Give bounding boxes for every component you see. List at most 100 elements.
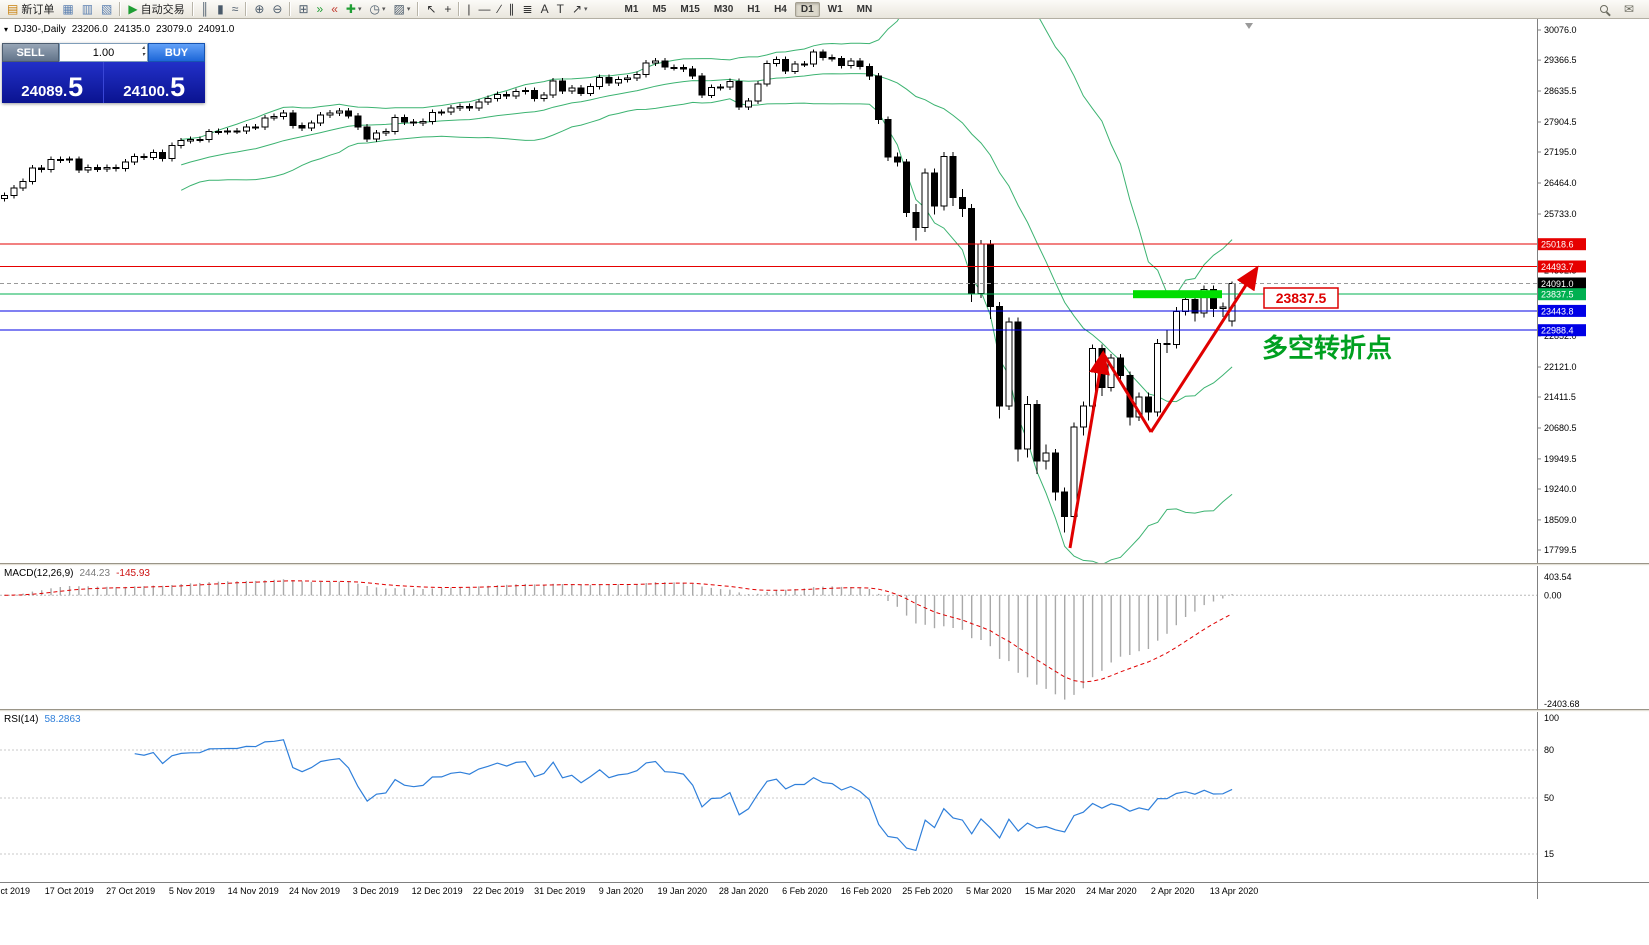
- macd-signal-line: [4, 580, 1233, 683]
- horizontal-price-lines[interactable]: [0, 243, 1537, 331]
- horizontal-line-button[interactable]: ―: [476, 1, 494, 18]
- zoom-out-icon[interactable]: ⊖: [269, 1, 285, 18]
- svg-text:25018.6: 25018.6: [1541, 240, 1574, 250]
- toolbar-separator: [458, 2, 461, 16]
- toolbar-right-group: ✉: [1596, 1, 1638, 18]
- label-icon: T: [556, 2, 564, 16]
- collapse-trade-panel-icon[interactable]: ▾: [4, 25, 9, 34]
- indicators-button[interactable]: ✚ ▾: [343, 1, 365, 18]
- market-watch-icon[interactable]: ▧: [98, 1, 115, 18]
- toolbar-separator: [417, 2, 420, 16]
- notifications-icon: ✉: [1623, 2, 1634, 16]
- timeframe-m30-button[interactable]: M30: [713, 3, 734, 15]
- ohlc-high: 24135.0: [113, 24, 151, 35]
- volume-down-icon[interactable]: ▾: [141, 51, 145, 58]
- label-button[interactable]: T: [554, 1, 567, 18]
- timeframe-m15-button[interactable]: M15: [680, 3, 700, 15]
- volume-up-icon[interactable]: ▴: [141, 45, 145, 51]
- dropdown-caret-icon[interactable]: ▾: [584, 6, 588, 13]
- zoom-in-icon[interactable]: ⊕: [251, 1, 267, 18]
- buy-price-base: 24100.: [123, 83, 170, 100]
- trendline-button[interactable]: ∕: [496, 1, 504, 18]
- sell-price[interactable]: 24089. 5: [2, 62, 104, 103]
- channel-button[interactable]: ∥: [506, 1, 518, 18]
- price-scale[interactable]: 30076.0 29366.5 28635.5 27904.5 27195.0 26464…: [1537, 19, 1649, 563]
- fibonacci-button[interactable]: ≣: [520, 1, 536, 18]
- rsi-panel[interactable]: 100 80 50 15: [0, 712, 1649, 882]
- timeframe-w1-button[interactable]: W1: [827, 3, 843, 15]
- svg-text:23837.5: 23837.5: [1541, 290, 1574, 300]
- arrows-button[interactable]: ↗ ▾: [569, 1, 591, 18]
- svg-text:23837.5: 23837.5: [1276, 290, 1327, 306]
- search-icon[interactable]: [1597, 1, 1611, 18]
- horizontal-line-icon: ―: [478, 2, 491, 16]
- timeframe-h1-button[interactable]: H1: [747, 3, 761, 15]
- svg-text:22121.0: 22121.0: [1544, 362, 1577, 372]
- ohlc-low: 23079.0: [156, 24, 193, 35]
- panel-separator[interactable]: [0, 709, 1649, 712]
- notifications-icon[interactable]: ✉: [1621, 1, 1637, 18]
- svg-text:20680.5: 20680.5: [1544, 423, 1577, 433]
- profiles-icon[interactable]: ▥: [79, 1, 96, 18]
- chart-annotations[interactable]: 23837.5 多空转折点: [1068, 23, 1392, 549]
- crosshair-icon: +: [444, 2, 452, 16]
- svg-text:25733.0: 25733.0: [1544, 209, 1577, 219]
- ohlc-close: 24091.0: [198, 24, 235, 35]
- autotrading-button[interactable]: ▶ 自动交易: [125, 1, 187, 18]
- buy-price[interactable]: 24100. 5: [104, 62, 206, 103]
- timeframe-m5-button[interactable]: M5: [652, 3, 667, 15]
- svg-text:27904.5: 27904.5: [1544, 117, 1577, 127]
- sell-button[interactable]: SELL: [2, 43, 59, 62]
- timeframe-group: M1 M5 M15 M30 H1 H4 D1 W1 MN: [618, 1, 880, 17]
- date-label: 8 Oct 2019: [0, 886, 31, 896]
- date-label: 6 Feb 2020: [782, 886, 828, 896]
- text-button[interactable]: A: [538, 1, 552, 18]
- main-chart[interactable]: 23837.5 多空转折点 30076.0 29366.5 28635.5 27904.5…: [0, 19, 1649, 563]
- sell-price-base: 24089.: [21, 83, 68, 100]
- date-label: 3 Dec 2019: [352, 886, 399, 896]
- date-label: 16 Feb 2020: [840, 886, 892, 896]
- dropdown-caret-icon[interactable]: ▾: [406, 6, 411, 13]
- svg-text:-2403.68: -2403.68: [1544, 699, 1580, 709]
- auto-scroll-icon[interactable]: »: [314, 1, 327, 18]
- timeframe-d1-button[interactable]: D1: [794, 1, 820, 17]
- date-label: 25 Feb 2020: [902, 886, 953, 896]
- vertical-line-icon: |: [467, 2, 471, 16]
- toolbar-separator: [289, 2, 292, 16]
- crosshair-button[interactable]: +: [441, 1, 454, 18]
- tile-windows-icon[interactable]: ⊞: [295, 1, 311, 18]
- line-chart-icon[interactable]: ≈: [229, 1, 242, 18]
- svg-text:29366.5: 29366.5: [1544, 55, 1577, 65]
- date-label: 28 Jan 2020: [718, 886, 769, 896]
- profiles-icon: ▥: [81, 2, 94, 16]
- dropdown-caret-icon[interactable]: ▾: [381, 6, 386, 13]
- time-axis[interactable]: 8 Oct 2019 17 Oct 2019 27 Oct 2019 5 Nov 20…: [0, 882, 1649, 899]
- dropdown-caret-icon[interactable]: ▾: [357, 6, 362, 13]
- svg-text:19240.0: 19240.0: [1544, 484, 1577, 494]
- date-label: 24 Mar 2020: [1086, 886, 1137, 896]
- panel-separator[interactable]: [0, 563, 1649, 566]
- timeframe-m1-button[interactable]: M1: [624, 3, 639, 15]
- cursor-button[interactable]: ↖: [423, 1, 439, 18]
- timeframe-h4-button[interactable]: H4: [774, 3, 787, 15]
- vertical-line-button[interactable]: |: [464, 1, 473, 18]
- chart-window[interactable]: 23837.5 多空转折点 30076.0 29366.5 28635.5 27904.5…: [0, 19, 1649, 899]
- buy-button[interactable]: BUY: [148, 43, 205, 62]
- trend-arrow: [1149, 265, 1259, 433]
- periods-button[interactable]: ◷ ▾: [366, 1, 388, 18]
- templates-button[interactable]: ▨ ▾: [390, 1, 413, 18]
- bar-chart-icon[interactable]: ║: [198, 1, 213, 18]
- chart-ohlc-header: ▾ DJ30-,Daily 23206.0 24135.0 23079.0 24…: [4, 24, 234, 35]
- toolbar-separator: [119, 2, 122, 16]
- highlight-segment: [1133, 290, 1222, 299]
- chart-shift-icon[interactable]: «: [328, 1, 341, 18]
- timeframe-mn-button[interactable]: MN: [856, 3, 873, 15]
- svg-text:0.00: 0.00: [1544, 590, 1562, 600]
- volume-spinner[interactable]: 1.00 ▴ ▾: [59, 43, 148, 62]
- one-click-trading-panel: SELL 1.00 ▴ ▾ BUY 24089. 5 24100. 5: [2, 43, 205, 103]
- macd-panel[interactable]: 403.54 0.00 -2403.68: [0, 566, 1649, 709]
- new-order-button[interactable]: ▤ 新订单: [4, 1, 57, 18]
- candle-chart-icon[interactable]: ▮: [214, 1, 227, 18]
- new-chart-icon[interactable]: ▦: [59, 1, 76, 18]
- svg-text:403.54: 403.54: [1544, 572, 1572, 582]
